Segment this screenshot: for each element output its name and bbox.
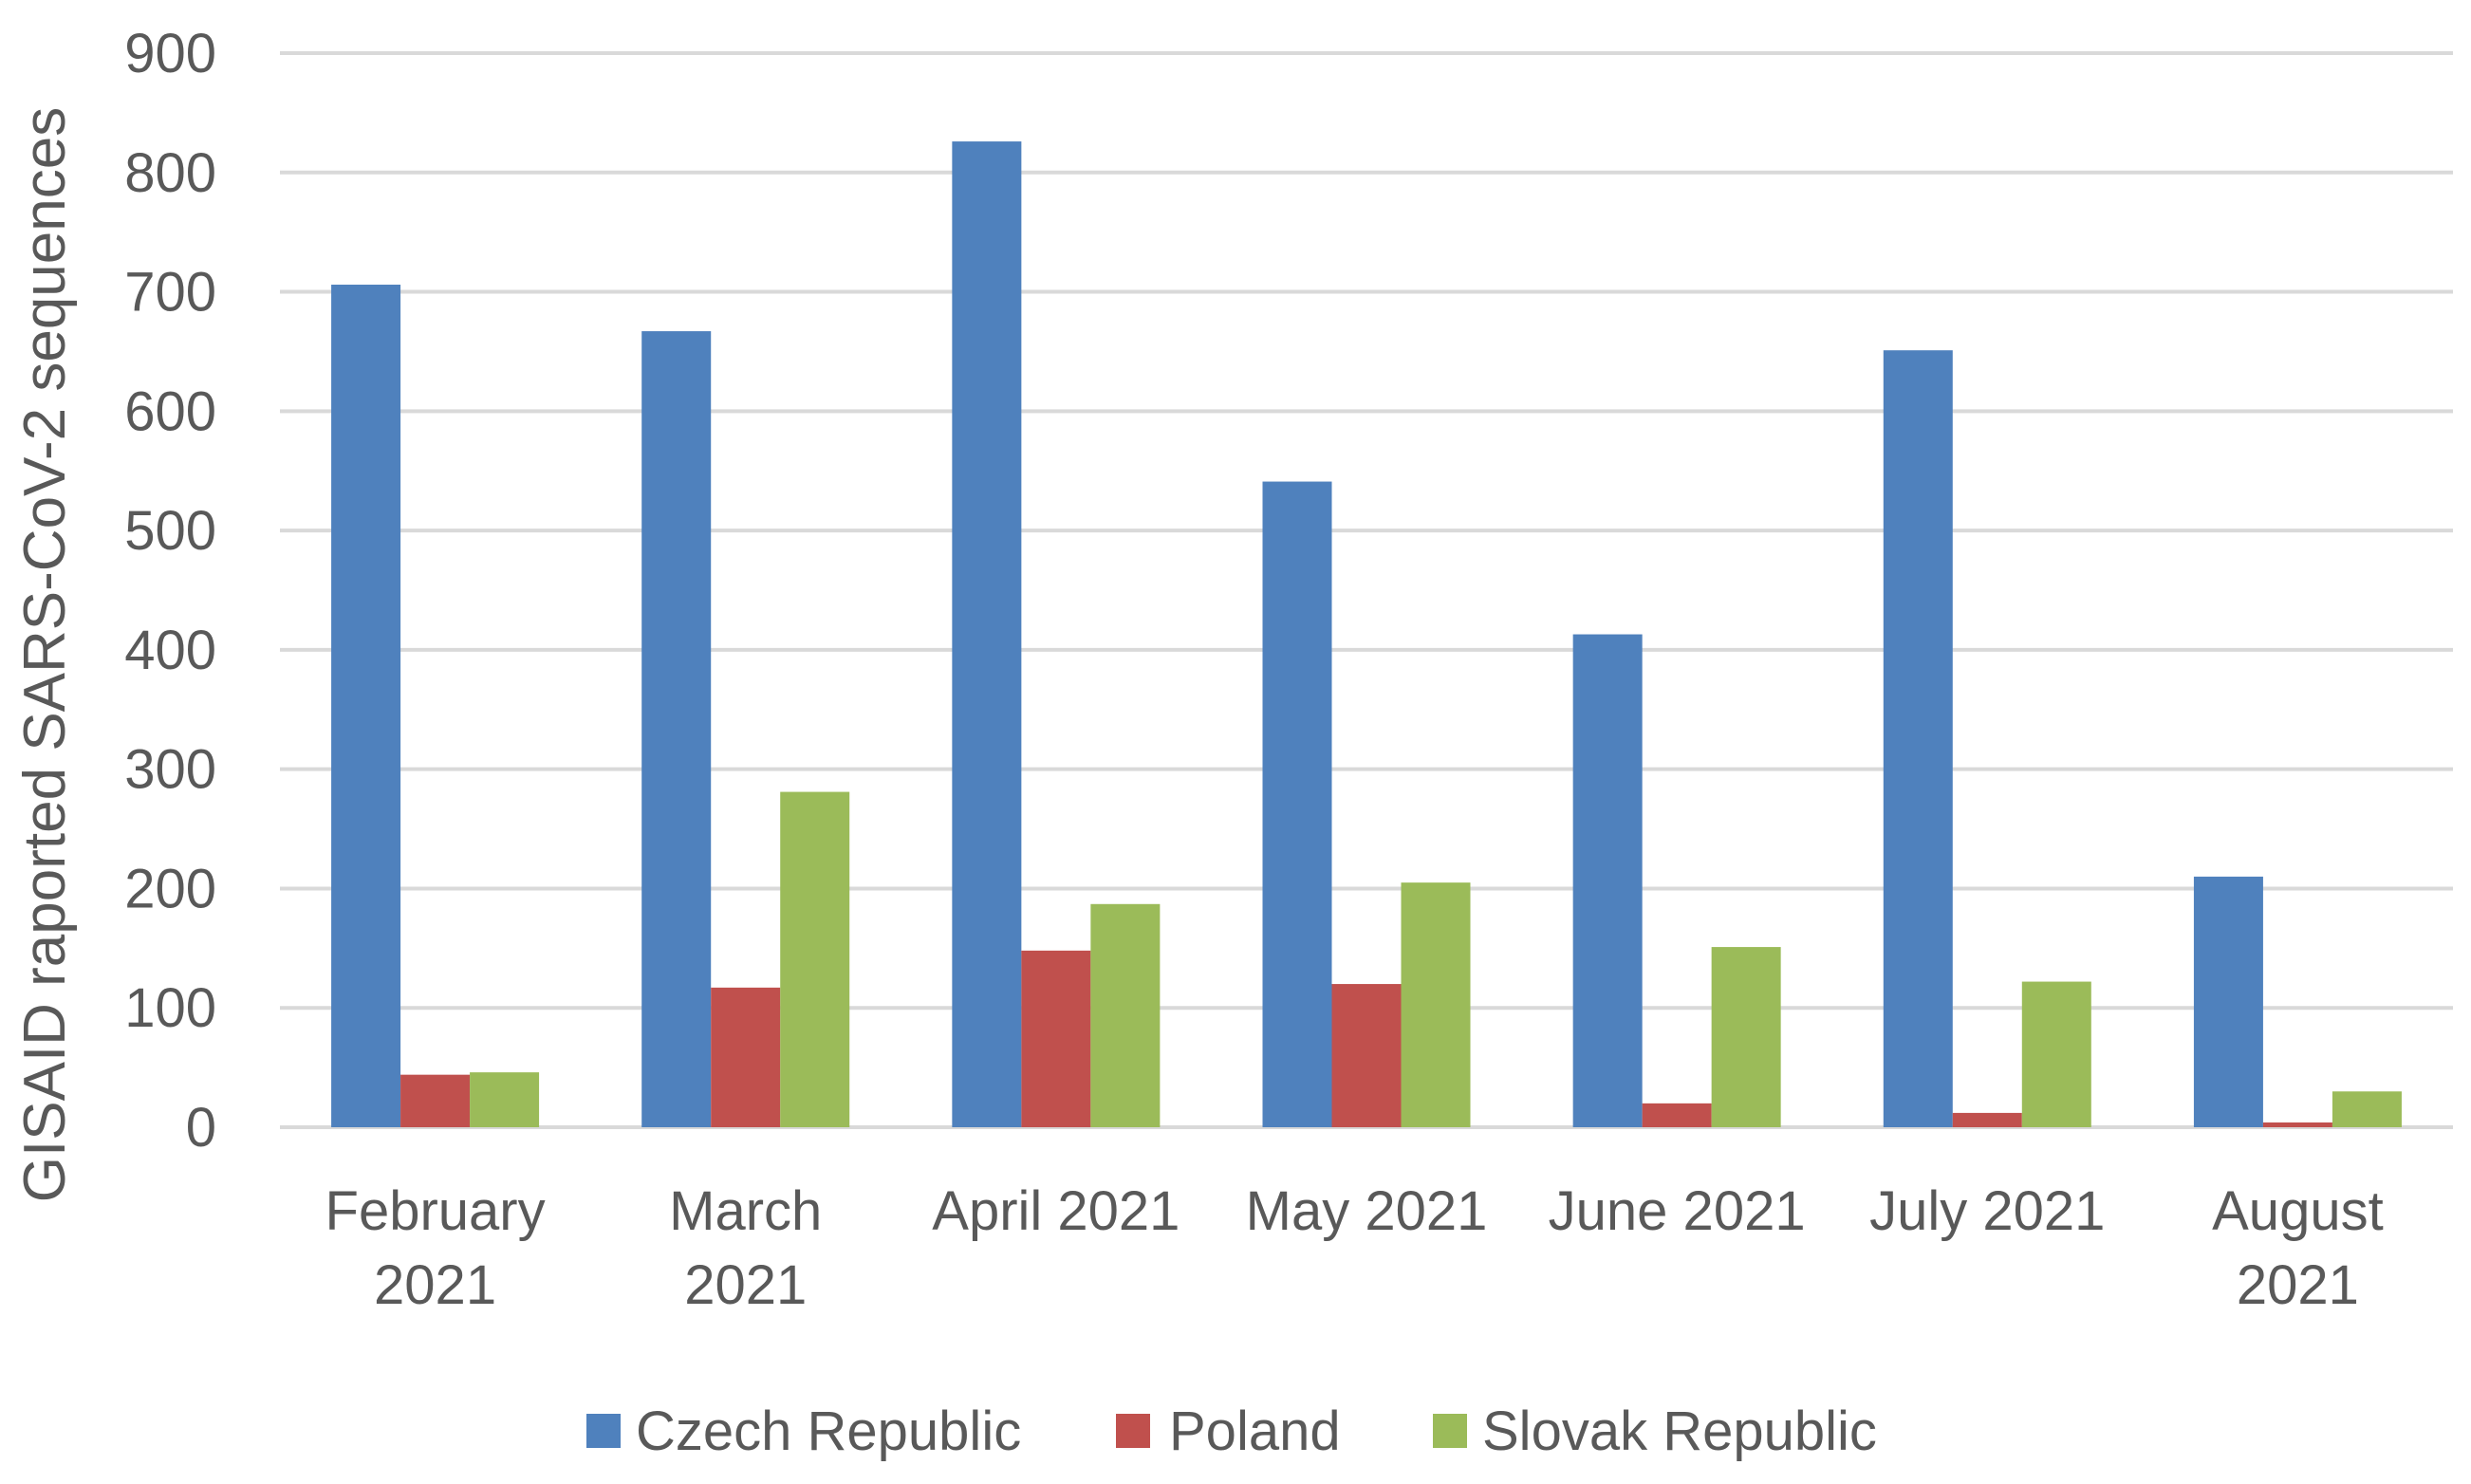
y-tick-label: 100 xyxy=(124,977,216,1039)
bar-slovak-republic xyxy=(2021,981,2091,1127)
bar-poland xyxy=(711,987,781,1127)
bar-czech-republic xyxy=(1262,481,1332,1127)
y-axis-ticks: 0 100 200 300 400 500 600 700 800 900 xyxy=(124,23,216,1159)
bar-czech-republic xyxy=(952,141,1022,1127)
x-tick-label: April 2021 xyxy=(932,1180,1180,1242)
bar-slovak-republic xyxy=(470,1072,540,1127)
x-tick-label: July 2021 xyxy=(1869,1180,2105,1242)
x-tick-label: February 2021 xyxy=(325,1180,546,1316)
bar-poland xyxy=(1642,1103,1712,1127)
bar-poland xyxy=(1952,1112,2022,1127)
bar-slovak-republic xyxy=(2332,1091,2402,1127)
x-tick-label-line: 2021 xyxy=(374,1254,496,1316)
x-tick-label: March 2021 xyxy=(669,1180,822,1316)
legend-label: Poland xyxy=(1169,1401,1341,1462)
y-tick-label: 200 xyxy=(124,858,216,919)
bar-czech-republic xyxy=(641,331,712,1127)
x-tick-label-line: June 2021 xyxy=(1549,1180,1806,1242)
y-tick-label: 600 xyxy=(124,380,216,442)
legend-label: Czech Republic xyxy=(636,1401,1021,1462)
legend: Czech Republic Poland Slovak Republic xyxy=(586,1401,1877,1462)
x-tick-label: May 2021 xyxy=(1246,1180,1488,1242)
x-tick-label-line: April 2021 xyxy=(932,1180,1180,1242)
bar-slovak-republic xyxy=(1401,882,1471,1127)
x-tick-label-line: 2021 xyxy=(684,1254,807,1316)
y-tick-label: 400 xyxy=(124,620,216,681)
x-tick-label-line: August xyxy=(2212,1180,2384,1242)
x-tick-label-line: May 2021 xyxy=(1246,1180,1488,1242)
bar-poland xyxy=(1331,984,1402,1127)
bar-czech-republic xyxy=(2193,876,2263,1127)
legend-label: Slovak Republic xyxy=(1482,1401,1877,1462)
x-tick-label-line: 2021 xyxy=(2237,1254,2359,1316)
y-tick-label: 800 xyxy=(124,142,216,204)
y-axis-label: GISAID raported SARS-CoV-2 sequences xyxy=(12,107,78,1202)
legend-swatch xyxy=(1433,1414,1467,1448)
x-tick-label: August 2021 xyxy=(2212,1180,2384,1316)
x-tick-label: June 2021 xyxy=(1549,1180,1806,1242)
y-tick-label: 500 xyxy=(124,500,216,562)
x-axis-ticks: February 2021 March 2021 April 2021 May 2021 J… xyxy=(325,1180,2384,1316)
bar-poland xyxy=(2262,1122,2332,1127)
bar-czech-republic xyxy=(1572,634,1643,1127)
bar-czech-republic xyxy=(1883,350,1953,1128)
bar-poland xyxy=(1021,950,1091,1127)
x-tick-label-line: July 2021 xyxy=(1869,1180,2105,1242)
gridlines xyxy=(280,51,2453,1129)
bar-czech-republic xyxy=(331,285,401,1127)
bars xyxy=(331,141,2402,1128)
x-tick-label-line: February xyxy=(325,1180,546,1242)
bar-poland xyxy=(400,1074,471,1127)
x-tick-label-line: March xyxy=(669,1180,822,1242)
bar-slovak-republic xyxy=(1711,947,1781,1127)
bar-slovak-republic xyxy=(780,791,850,1127)
legend-swatch xyxy=(1116,1414,1150,1448)
y-tick-label: 700 xyxy=(124,262,216,324)
y-tick-label: 300 xyxy=(124,739,216,801)
legend-swatch xyxy=(586,1414,621,1448)
y-tick-label: 0 xyxy=(186,1097,216,1159)
y-tick-label: 900 xyxy=(124,23,216,84)
bar-slovak-republic xyxy=(1090,903,1161,1127)
